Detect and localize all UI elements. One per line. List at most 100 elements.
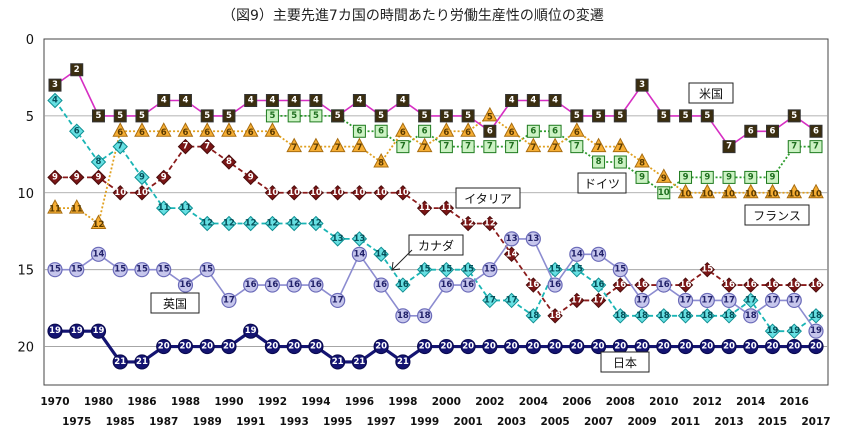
data-point bbox=[395, 122, 411, 137]
data-label: 12 bbox=[288, 219, 300, 229]
data-point bbox=[48, 78, 62, 92]
data-label: 4 bbox=[291, 96, 297, 106]
data-label: 20 bbox=[506, 342, 518, 352]
data-label: 14 bbox=[506, 249, 518, 259]
data-label: 10 bbox=[788, 189, 800, 199]
data-point bbox=[438, 261, 455, 278]
data-point bbox=[461, 109, 475, 123]
data-label: 19 bbox=[71, 326, 83, 336]
x-tick-label: 1992 bbox=[258, 396, 287, 408]
data-point bbox=[460, 261, 476, 278]
callout-box bbox=[577, 172, 627, 194]
data-point bbox=[112, 138, 128, 155]
data-point bbox=[592, 155, 606, 169]
data-label: 5 bbox=[204, 111, 210, 121]
data-point bbox=[439, 109, 453, 123]
data-label: 6 bbox=[117, 128, 123, 138]
data-point bbox=[808, 277, 824, 293]
data-point bbox=[329, 231, 346, 247]
data-label: 20 bbox=[267, 342, 279, 352]
series-英国: 15 15 14 15 15 15 16 15 17 16 16 16 16 17 14 16 18 18 16 16… bbox=[47, 231, 824, 339]
series-フランス: 11 11 12 6 6 6 6 6 6 6 6 7 7 7 7 8 6 7 6 6 5 6 7 7 6 7 7 8 9 10 10 10 10… bbox=[47, 106, 824, 230]
data-label: 6 bbox=[487, 126, 493, 136]
data-label: 15 bbox=[136, 265, 148, 275]
data-point bbox=[634, 152, 650, 168]
data-point bbox=[786, 338, 802, 355]
data-point bbox=[656, 338, 672, 355]
data-label: 20 bbox=[723, 342, 735, 352]
data-label: 16 bbox=[440, 280, 452, 290]
data-label: 17 bbox=[788, 295, 800, 305]
data-point bbox=[438, 277, 454, 293]
data-label: 20 bbox=[767, 342, 779, 352]
data-point bbox=[177, 138, 194, 155]
data-label: 6 bbox=[74, 126, 80, 136]
data-point bbox=[265, 109, 279, 123]
data-label: 10 bbox=[745, 189, 757, 199]
data-label: 20 bbox=[527, 342, 539, 352]
data-label: 20 bbox=[636, 342, 648, 352]
x-tick-label: 1970 bbox=[40, 396, 69, 408]
callout-label: 日本 bbox=[613, 356, 637, 370]
data-label: 15 bbox=[701, 265, 713, 275]
y-tick-label: 15 bbox=[17, 264, 34, 279]
data-label: 9 bbox=[139, 172, 145, 182]
data-label: 17 bbox=[506, 295, 518, 305]
data-point bbox=[699, 292, 715, 309]
data-label: 5 bbox=[661, 111, 667, 121]
data-label: 17 bbox=[636, 295, 648, 305]
data-label: 20 bbox=[701, 342, 713, 352]
data-label: 21 bbox=[114, 357, 126, 367]
data-label: 12 bbox=[310, 219, 322, 229]
data-label: 12 bbox=[484, 219, 496, 229]
data-point bbox=[503, 292, 520, 309]
data-label: 16 bbox=[375, 280, 387, 290]
data-point bbox=[568, 122, 585, 137]
data-point bbox=[525, 308, 542, 324]
data-point bbox=[721, 292, 737, 309]
data-point bbox=[112, 354, 128, 370]
data-label: 7 bbox=[422, 143, 428, 153]
data-label: 7 bbox=[313, 143, 319, 153]
data-point bbox=[416, 137, 433, 153]
data-point bbox=[374, 109, 388, 123]
x-tick-label: 1999 bbox=[410, 416, 439, 428]
x-tick-label: 1994 bbox=[301, 396, 330, 408]
data-point bbox=[286, 277, 302, 293]
data-label: 14 bbox=[375, 249, 387, 259]
data-label: 9 bbox=[74, 172, 80, 182]
data-point bbox=[396, 140, 410, 154]
data-label: 8 bbox=[378, 159, 384, 169]
data-label: 6 bbox=[182, 128, 188, 138]
data-label: 18 bbox=[723, 311, 735, 321]
data-label: 10 bbox=[310, 188, 322, 198]
data-label: 10 bbox=[397, 188, 409, 198]
data-point bbox=[156, 262, 172, 278]
data-label: 6 bbox=[465, 128, 471, 138]
data-point bbox=[482, 106, 498, 122]
callout-box bbox=[744, 204, 810, 226]
data-point bbox=[764, 338, 781, 355]
x-tick-label: 2006 bbox=[562, 396, 591, 408]
data-label: 16 bbox=[767, 280, 779, 290]
data-point bbox=[156, 200, 172, 216]
x-tick-label: 1996 bbox=[345, 396, 374, 408]
data-point bbox=[308, 215, 324, 232]
data-point bbox=[242, 215, 259, 232]
data-label: 20 bbox=[745, 342, 757, 352]
data-label: 10 bbox=[810, 189, 822, 199]
data-point bbox=[351, 137, 368, 153]
data-point bbox=[199, 138, 215, 155]
data-label: 15 bbox=[571, 265, 583, 275]
data-point bbox=[569, 292, 585, 309]
data-label: 15 bbox=[440, 265, 452, 275]
data-point bbox=[700, 170, 714, 184]
data-point bbox=[134, 169, 150, 186]
data-label: 5 bbox=[313, 111, 319, 121]
data-label: 18 bbox=[658, 311, 670, 321]
data-label: 17 bbox=[571, 295, 583, 305]
data-point bbox=[351, 231, 368, 247]
data-label: 16 bbox=[680, 280, 692, 290]
data-point bbox=[590, 292, 607, 309]
